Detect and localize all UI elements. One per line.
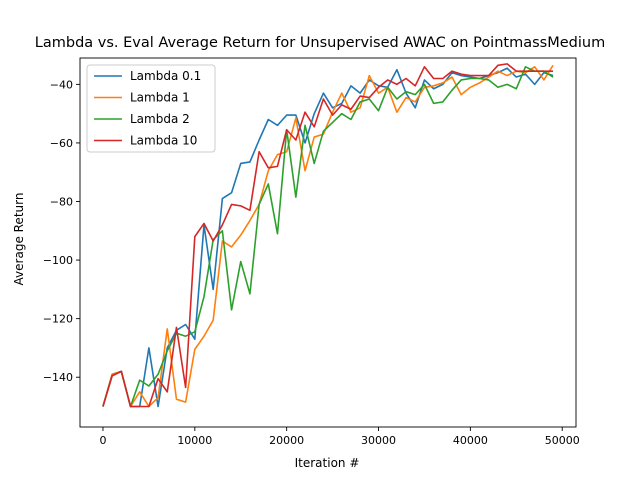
x-tick-label: 20000 [269, 434, 304, 447]
y-tick-label: −40 [50, 78, 73, 91]
x-tick-label: 40000 [453, 434, 488, 447]
legend-box [86, 64, 216, 153]
y-tick-label: −120 [43, 313, 73, 326]
x-axis-label: Iteration # [295, 456, 360, 470]
series-line-4 [102, 63, 554, 408]
chart-title: Lambda vs. Eval Average Return for Unsup… [35, 35, 605, 51]
x-tick-label: 0 [99, 434, 106, 447]
y-tick-label: −80 [50, 196, 73, 209]
axes-frame [79, 57, 577, 428]
y-tick-label: −100 [43, 254, 73, 267]
legend-label: Lambda 1 [130, 91, 190, 105]
plot-area: 0 10000 20000 30000 40000 50000 −140 −120 −100 −8… [43, 57, 580, 447]
legend-label: Lambda 2 [130, 112, 190, 126]
x-tick-label: 50000 [545, 434, 580, 447]
y-axis-label: Average Return [12, 193, 26, 286]
legend-label: Lambda 10 [130, 134, 197, 148]
y-tick-label: −60 [50, 137, 73, 150]
legend-label: Lambda 0.1 [130, 69, 201, 83]
x-tick-label: 30000 [361, 434, 396, 447]
y-tick-label: −140 [43, 371, 73, 384]
x-tick-label: 10000 [177, 434, 212, 447]
legend: Lambda 0.1 Lambda 1 Lambda 2 Lambda 10 [86, 64, 216, 153]
series-line-2 [102, 64, 554, 408]
